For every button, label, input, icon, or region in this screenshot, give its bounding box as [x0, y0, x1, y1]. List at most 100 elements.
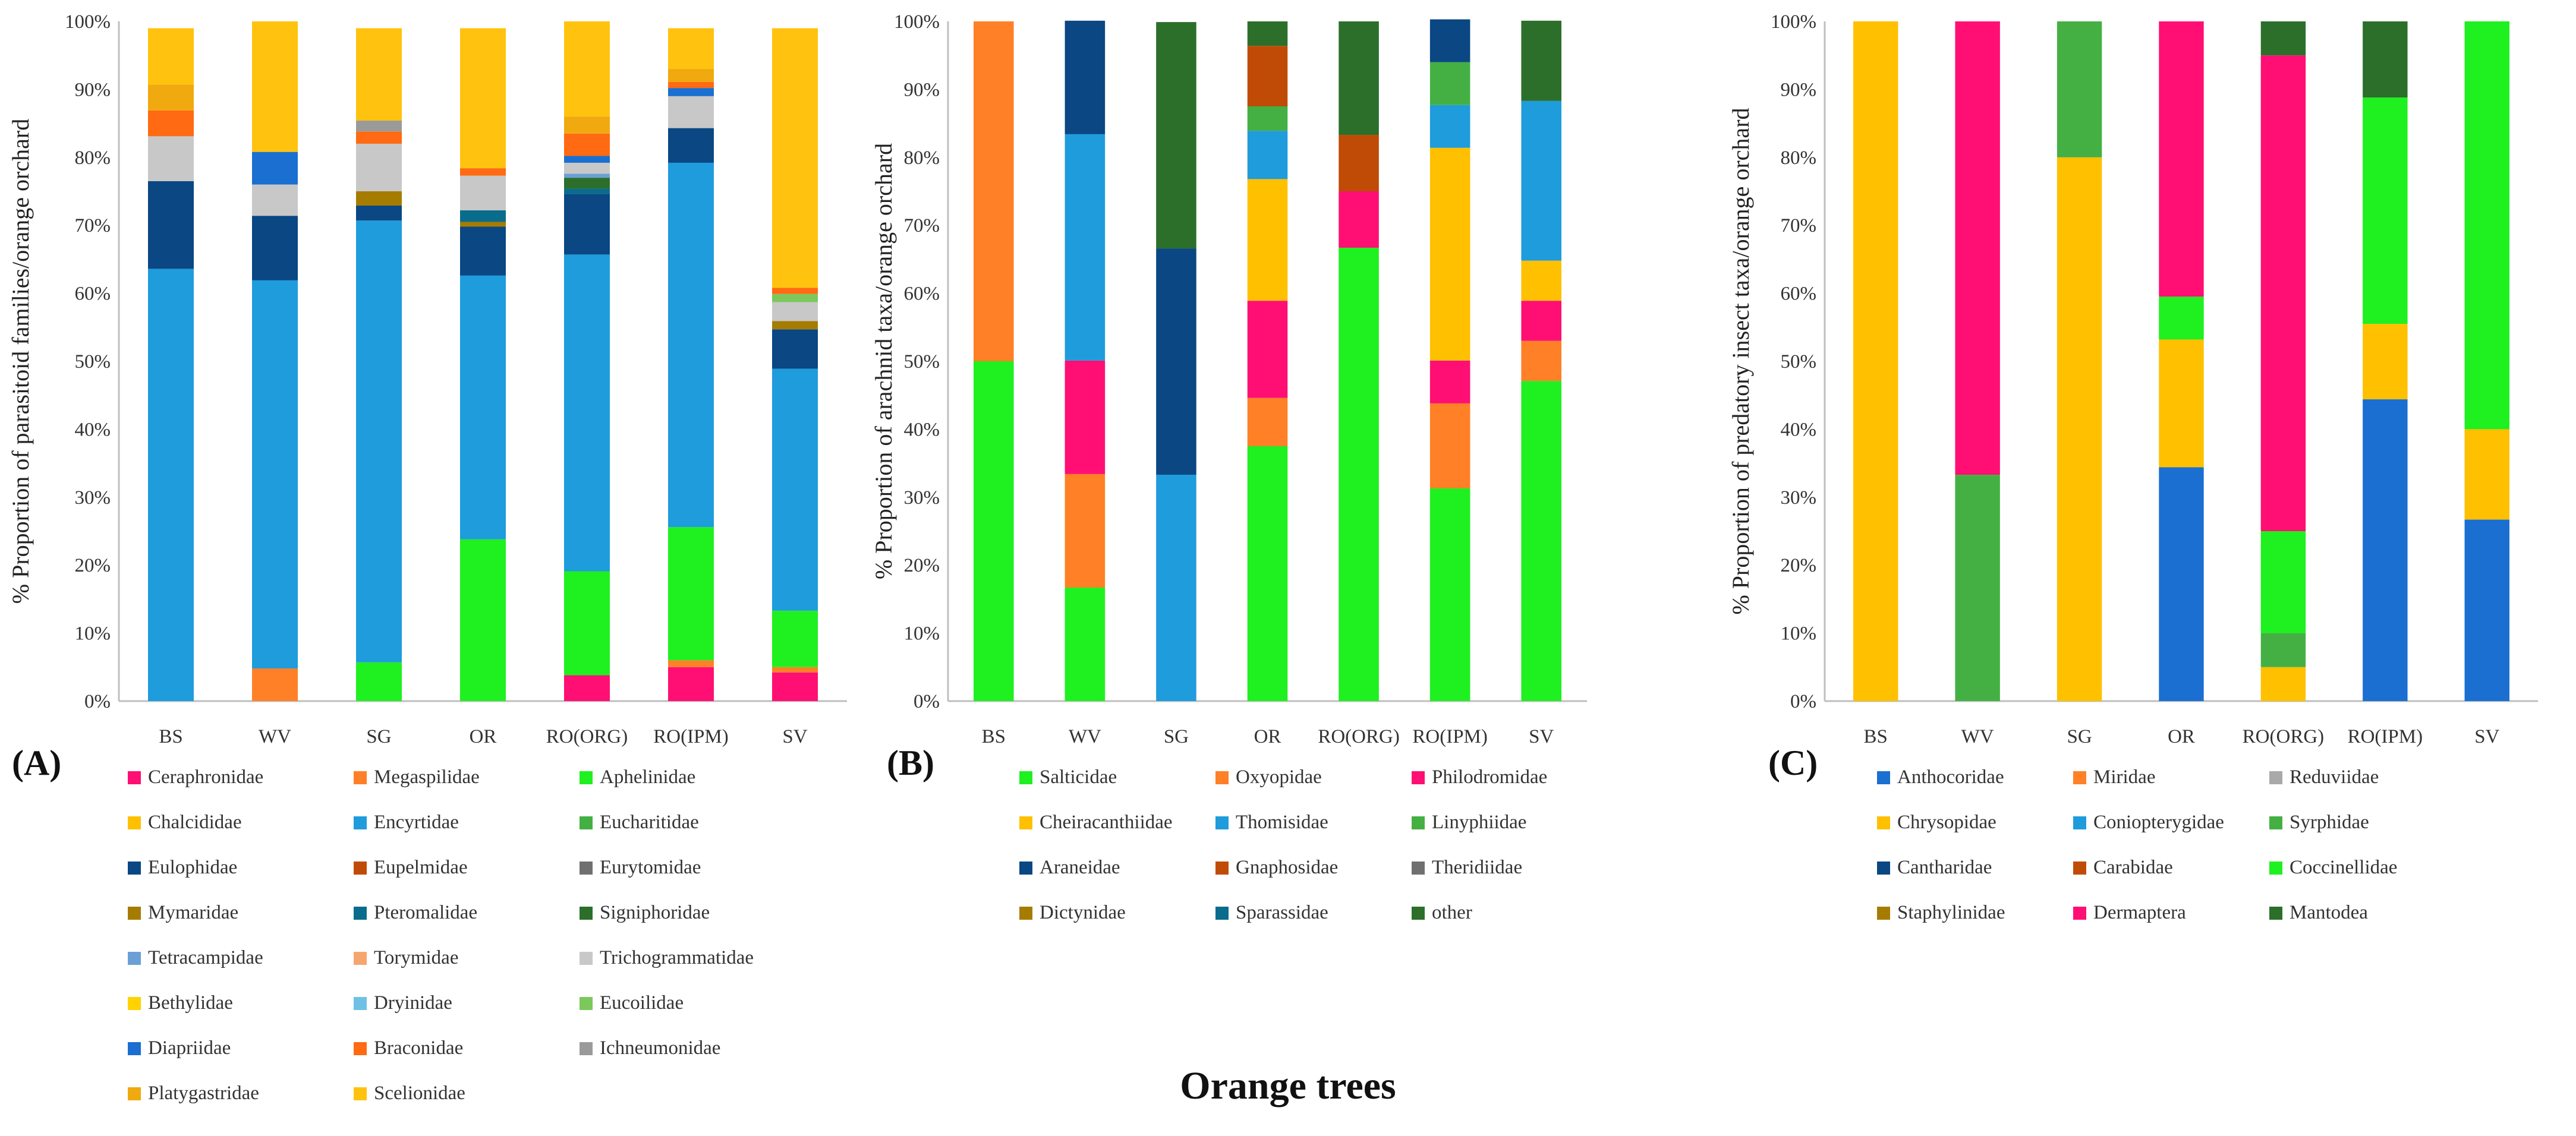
y-tick-label: 100% [894, 11, 940, 33]
legend-c: Anthocoridae Miridae Reduviidae Chrysopidae… [1877, 766, 2531, 945]
legend-swatch [128, 816, 141, 829]
legend-swatch [354, 906, 367, 920]
y-tick-label: 80% [1781, 147, 1817, 169]
bar-segment-trichogrammatidae [668, 96, 714, 128]
legend-swatch [354, 816, 367, 829]
y-tick-label: 20% [904, 555, 940, 576]
bar-segment-aphelinidae [668, 527, 714, 661]
legend-swatch [354, 1087, 367, 1100]
x-tick-label: BS [982, 726, 1006, 747]
bar-segment-mymaridae [460, 222, 506, 227]
bar-segment-braconidae [460, 168, 506, 176]
x-axis-title: Orange trees [1180, 1064, 1396, 1107]
legend-label: Pteromalidae [374, 902, 478, 923]
legend-label: Braconidae [374, 1037, 464, 1059]
legend-swatch [2269, 771, 2282, 784]
y-tick-label: 60% [1781, 283, 1817, 305]
legend-item: Eulophidae [128, 857, 237, 879]
bar-segment-braconidae [148, 110, 194, 137]
x-tick-label: SV [2474, 726, 2499, 747]
legend-swatch [2073, 861, 2086, 875]
legend-item: Ichneumonidae [580, 1037, 720, 1059]
legend-label: Gnaphosidae [1236, 857, 1339, 878]
bar-segment-aphelinidae [460, 539, 506, 701]
bar-segment-braconidae [356, 131, 402, 144]
legend-swatch [1412, 816, 1425, 829]
legend-label: Thomisidae [1236, 812, 1328, 833]
bar-segment-eulophidae [252, 216, 298, 280]
legend-item: Signiphoridae [580, 902, 710, 924]
x-tick-label: RO(ORG) [546, 726, 628, 747]
y-tick-label: 10% [1781, 623, 1817, 645]
y-tick-label: 70% [75, 215, 111, 236]
bar-segment-other [1156, 22, 1196, 249]
legend-swatch [580, 771, 593, 784]
bar-segment-chrysopidae [2159, 339, 2204, 468]
bar-segment-megaspilidae [772, 667, 818, 673]
legend-swatch [1019, 906, 1032, 920]
legend-item: Miridae [2073, 766, 2155, 788]
y-tick-label: 40% [1781, 419, 1817, 440]
legend-item: Megaspilidae [354, 766, 480, 788]
legend-item: Platygastridae [128, 1083, 259, 1105]
x-tick-label: SG [2067, 726, 2092, 747]
legend-swatch [354, 771, 367, 784]
bar-segment-oxyopidae [974, 21, 1014, 361]
legend-label: Theridiidae [1432, 857, 1523, 878]
bar-segment-mymaridae [772, 321, 818, 330]
bar-segment-salticidae [1339, 247, 1379, 701]
y-tick-label: 0% [914, 691, 940, 712]
legend-label: Linyphiidae [1432, 812, 1527, 833]
legend-label: Syrphidae [2290, 812, 2369, 833]
bar-segment-eucoilidae [772, 294, 818, 302]
bar-segment-other [1247, 21, 1288, 46]
bar-segment-scelionidae [460, 28, 506, 169]
bar-segment-encyrtidae [460, 275, 506, 539]
bar-segment-philodromidae [1065, 360, 1106, 474]
x-tick-label: WV [1069, 726, 1101, 747]
legend-label: Coccinellidae [2290, 857, 2398, 878]
chart-c: % Proportion of predatory insect taxa/or… [1727, 11, 2538, 747]
legend-item: Trichogrammatidae [580, 947, 754, 969]
bar-segment-encyrtidae [772, 368, 818, 611]
legend-item: Sparassidae [1215, 902, 1328, 924]
legend-label: Miridae [2093, 766, 2156, 788]
panel-label-b: (B) [887, 743, 934, 782]
legend-item: Eurytomidae [580, 857, 701, 879]
bar-segment-mymaridae [356, 191, 402, 206]
legend-item: Dryinidae [354, 992, 452, 1014]
legend-item: Cheiracanthiidae [1019, 812, 1173, 834]
legend-swatch [1877, 906, 1890, 920]
legend-label: Eurytomidae [600, 857, 701, 878]
bar-segment-linyphiidae [1429, 62, 1470, 105]
bar-segment-anthocoridae [2363, 399, 2408, 701]
legend-label: Sparassidae [1236, 902, 1328, 923]
y-tick-label: 10% [904, 623, 940, 645]
bar-segment-ceraphronidae [772, 672, 818, 701]
legend-swatch [1877, 861, 1890, 875]
bar-segment-cheiracanthiidae [1521, 260, 1561, 301]
y-tick-label: 10% [75, 623, 111, 645]
bar-segment-syrphidae [1955, 475, 2000, 701]
y-tick-label: 70% [1781, 215, 1817, 236]
legend-swatch [580, 906, 593, 920]
legend-label: Dictynidae [1040, 902, 1126, 923]
legend-a: Ceraphronidae Megaspilidae Aphelinidae Chal… [128, 766, 859, 1123]
legend-label: Philodromidae [1432, 766, 1548, 788]
panel-label-c: (C) [1768, 743, 1818, 782]
legend-item: Salticidae [1019, 766, 1117, 788]
legend-swatch [2269, 861, 2282, 875]
legend-swatch [580, 996, 593, 1010]
legend-label: Scelionidae [374, 1083, 465, 1104]
legend-label: Eucharitidae [600, 812, 699, 833]
bar-segment-encyrtidae [564, 254, 610, 572]
bar-segment-thomisidae [1429, 105, 1470, 148]
legend-label: Chrysopidae [1897, 812, 1996, 833]
legend-item: Scelionidae [354, 1083, 465, 1105]
legend-item: Reduviidae [2269, 766, 2379, 788]
x-tick-label: RO(ORG) [1318, 726, 1400, 747]
legend-swatch [1215, 816, 1229, 829]
legend-label: Eucoilidae [600, 992, 684, 1014]
legend-swatch [1215, 861, 1229, 875]
bar-segment-platygastridae [668, 69, 714, 82]
